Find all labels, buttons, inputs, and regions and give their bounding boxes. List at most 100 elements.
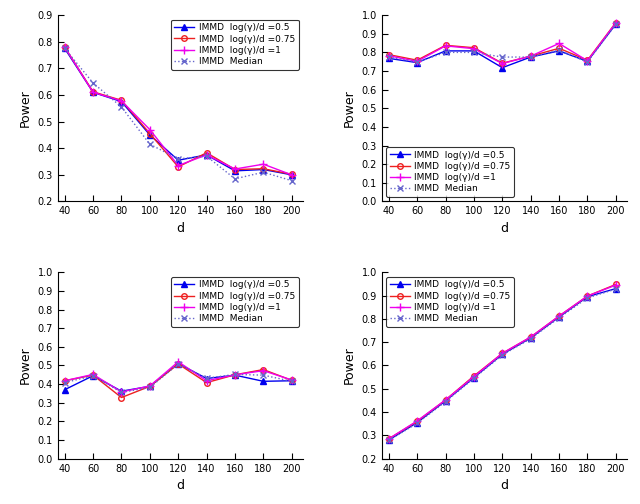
IMMD  log(γ)/d =0.75	[89, 89, 97, 95]
IMMD  log(γ)/d =0.75	[146, 384, 154, 390]
IMMD  Median	[385, 437, 392, 444]
IMMD  Median	[413, 420, 421, 426]
IMMD  log(γ)/d =1	[499, 60, 506, 67]
IMMD  log(γ)/d =1	[413, 58, 421, 65]
IMMD  log(γ)/d =0.75	[231, 372, 239, 378]
IMMD  log(γ)/d =0.75	[470, 45, 478, 51]
IMMD  log(γ)/d =0.75	[385, 51, 392, 57]
IMMD  log(γ)/d =0.5	[442, 398, 449, 404]
IMMD  log(γ)/d =0.75	[118, 97, 125, 103]
Line: IMMD  log(γ)/d =0.5: IMMD log(γ)/d =0.5	[62, 361, 294, 394]
IMMD  log(γ)/d =1	[527, 334, 534, 340]
IMMD  log(γ)/d =0.75	[118, 395, 125, 401]
IMMD  Median	[385, 54, 392, 60]
Line: IMMD  log(γ)/d =0.5: IMMD log(γ)/d =0.5	[62, 46, 294, 177]
IMMD  log(γ)/d =0.5	[118, 99, 125, 105]
Line: IMMD  Median: IMMD Median	[386, 21, 619, 65]
IMMD  Median	[61, 380, 68, 386]
IMMD  log(γ)/d =0.75	[556, 313, 563, 319]
IMMD  Median	[584, 295, 591, 301]
IMMD  log(γ)/d =1	[442, 43, 449, 49]
IMMD  log(γ)/d =0.5	[203, 152, 211, 158]
IMMD  Median	[556, 47, 563, 53]
IMMD  log(γ)/d =0.75	[89, 372, 97, 378]
IMMD  log(γ)/d =1	[442, 397, 449, 403]
IMMD  Median	[146, 141, 154, 147]
IMMD  Median	[527, 336, 534, 342]
IMMD  Median	[203, 153, 211, 159]
IMMD  log(γ)/d =0.5	[89, 89, 97, 95]
IMMD  log(γ)/d =1	[118, 389, 125, 395]
IMMD  log(γ)/d =0.5	[260, 379, 268, 385]
IMMD  log(γ)/d =0.5	[584, 294, 591, 300]
IMMD  Median	[118, 104, 125, 110]
IMMD  log(γ)/d =1	[146, 383, 154, 389]
IMMD  Median	[174, 156, 182, 162]
IMMD  log(γ)/d =0.75	[556, 45, 563, 51]
IMMD  log(γ)/d =0.75	[385, 436, 392, 442]
IMMD  log(γ)/d =0.75	[174, 164, 182, 170]
IMMD  log(γ)/d =0.5	[470, 48, 478, 54]
IMMD  log(γ)/d =1	[470, 373, 478, 380]
IMMD  Median	[231, 371, 239, 377]
IMMD  Median	[413, 59, 421, 65]
IMMD  log(γ)/d =1	[288, 172, 296, 178]
IMMD  log(γ)/d =1	[231, 372, 239, 378]
IMMD  log(γ)/d =0.75	[584, 293, 591, 299]
Line: IMMD  log(γ)/d =1: IMMD log(γ)/d =1	[385, 19, 620, 68]
IMMD  Median	[527, 54, 534, 60]
IMMD  Median	[556, 314, 563, 321]
IMMD  log(γ)/d =0.75	[61, 377, 68, 384]
IMMD  log(γ)/d =0.75	[442, 397, 449, 403]
IMMD  log(γ)/d =0.5	[118, 388, 125, 394]
IMMD  log(γ)/d =1	[556, 40, 563, 46]
IMMD  log(γ)/d =0.5	[61, 387, 68, 393]
IMMD  log(γ)/d =1	[499, 350, 506, 356]
Line: IMMD  Median: IMMD Median	[386, 286, 619, 443]
IMMD  Median	[612, 286, 620, 292]
IMMD  log(γ)/d =0.75	[61, 44, 68, 50]
IMMD  log(γ)/d =0.5	[527, 335, 534, 341]
Line: IMMD  log(γ)/d =1: IMMD log(γ)/d =1	[61, 43, 296, 179]
IMMD  log(γ)/d =0.75	[146, 131, 154, 137]
IMMD  log(γ)/d =1	[612, 282, 620, 288]
IMMD  log(γ)/d =1	[118, 98, 125, 104]
IMMD  log(γ)/d =1	[203, 152, 211, 158]
IMMD  log(γ)/d =0.75	[499, 60, 506, 66]
IMMD  log(γ)/d =0.5	[288, 377, 296, 384]
IMMD  log(γ)/d =1	[260, 367, 268, 373]
IMMD  log(γ)/d =0.75	[288, 171, 296, 177]
IMMD  Median	[288, 178, 296, 184]
IMMD  log(γ)/d =1	[89, 89, 97, 95]
IMMD  log(γ)/d =0.5	[499, 65, 506, 71]
IMMD  Median	[612, 21, 620, 27]
IMMD  log(γ)/d =0.75	[499, 350, 506, 356]
IMMD  log(γ)/d =0.5	[556, 314, 563, 320]
IMMD  Median	[288, 379, 296, 385]
Y-axis label: Power: Power	[343, 347, 356, 385]
Line: IMMD  log(γ)/d =0.75: IMMD log(γ)/d =0.75	[386, 282, 619, 442]
IMMD  log(γ)/d =0.5	[556, 48, 563, 54]
Line: IMMD  log(γ)/d =1: IMMD log(γ)/d =1	[385, 281, 620, 443]
IMMD  log(γ)/d =1	[288, 377, 296, 383]
IMMD  log(γ)/d =0.75	[612, 281, 620, 287]
IMMD  log(γ)/d =0.5	[612, 21, 620, 27]
IMMD  log(γ)/d =0.75	[288, 377, 296, 384]
IMMD  Median	[442, 399, 449, 405]
IMMD  log(γ)/d =1	[556, 313, 563, 319]
IMMD  Median	[231, 176, 239, 182]
IMMD  log(γ)/d =1	[584, 293, 591, 299]
Line: IMMD  Median: IMMD Median	[62, 46, 294, 183]
Legend: IMMD  log(γ)/d =0.5, IMMD  log(γ)/d =0.75, IMMD  log(γ)/d =1, IMMD  Median: IMMD log(γ)/d =0.5, IMMD log(γ)/d =0.75,…	[171, 277, 299, 327]
IMMD  Median	[260, 169, 268, 175]
Line: IMMD  log(γ)/d =0.75: IMMD log(γ)/d =0.75	[62, 361, 294, 400]
Legend: IMMD  log(γ)/d =0.5, IMMD  log(γ)/d =0.75, IMMD  log(γ)/d =1, IMMD  Median: IMMD log(γ)/d =0.5, IMMD log(γ)/d =0.75,…	[386, 147, 514, 197]
IMMD  Median	[260, 372, 268, 378]
Line: IMMD  Median: IMMD Median	[62, 361, 294, 395]
IMMD  log(γ)/d =0.75	[527, 334, 534, 340]
IMMD  log(γ)/d =0.5	[413, 419, 421, 425]
IMMD  log(γ)/d =0.75	[442, 42, 449, 48]
IMMD  log(γ)/d =0.5	[231, 168, 239, 174]
IMMD  log(γ)/d =0.5	[174, 157, 182, 163]
IMMD  log(γ)/d =0.75	[174, 361, 182, 367]
